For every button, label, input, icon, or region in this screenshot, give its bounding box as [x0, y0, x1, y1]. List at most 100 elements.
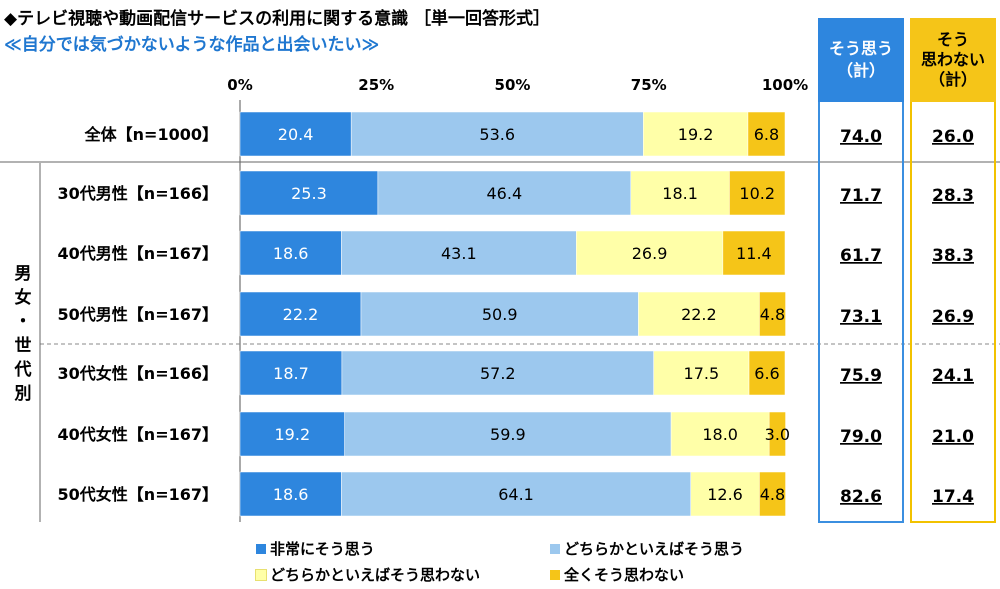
bar-segment [630, 170, 730, 216]
agree-total-value: 61.7 [840, 246, 882, 266]
agree-total-value: 79.0 [840, 427, 882, 447]
legend-label: 非常にそう思う [270, 540, 375, 558]
legend-label: どちらかといえばそう思わない [270, 566, 481, 584]
agree-total-header: そう思う （計） [818, 18, 904, 102]
x-tick-label: 0% [227, 76, 252, 94]
data-label: 43.1 [441, 244, 477, 263]
data-label: 59.9 [490, 425, 526, 444]
category-label: 30代男性【n=166】 [58, 184, 218, 203]
category-label: 40代女性【n=167】 [58, 425, 218, 444]
x-tick-label: 25% [358, 76, 394, 94]
bar-segment [341, 350, 654, 396]
agree-total-value: 71.7 [840, 186, 882, 206]
bar-segment [377, 170, 632, 216]
bar-segment [729, 170, 786, 216]
disagree-total-value: 21.0 [932, 427, 974, 447]
legend-swatch [550, 569, 560, 580]
bar-segment [239, 111, 352, 157]
agree-header-line-2: （計） [836, 61, 885, 80]
disagree-total-value: 24.1 [932, 366, 974, 386]
agree-total-value: 74.0 [840, 127, 882, 147]
bar-segment [344, 411, 672, 457]
group-label-char: ・ [14, 312, 32, 332]
legend-item-strongly-disagree: 全くそう思わない [550, 564, 684, 585]
data-label: 64.1 [498, 485, 534, 504]
x-tick-label: 75% [631, 76, 667, 94]
data-label: 22.2 [681, 305, 717, 324]
bar-segment [341, 230, 577, 276]
bar-segment [643, 111, 749, 157]
bar-segment [239, 170, 379, 216]
bar-segment [747, 111, 786, 157]
data-label: 50.9 [482, 305, 518, 324]
disagree-total-value: 17.4 [932, 487, 974, 507]
legend-label: どちらかといえばそう思う [564, 540, 745, 558]
group-label-char: 代 [14, 360, 32, 380]
data-label: 18.7 [273, 364, 309, 383]
legend-swatch [255, 568, 267, 581]
bar-segment [239, 411, 345, 457]
agree-total-value: 75.9 [840, 366, 882, 386]
data-label: 18.6 [273, 485, 309, 504]
legend-item-strongly-agree: 非常にそう思う [256, 538, 375, 559]
bar-segment [759, 291, 786, 337]
data-label: 18.1 [662, 184, 698, 203]
disagree-total-value: 26.9 [932, 307, 974, 327]
data-label: 12.6 [707, 485, 743, 504]
bar-segment [350, 111, 644, 157]
disagree-header-line-3: （計） [928, 70, 977, 89]
legend-swatch [550, 543, 560, 554]
data-label: 11.4 [736, 244, 772, 263]
data-label: 26.9 [632, 244, 668, 263]
data-label: 6.6 [754, 364, 779, 383]
category-label: 30代女性【n=166】 [58, 364, 218, 383]
chart-title: ◆テレビ視聴や動画配信サービスの利用に関する意識 ［単一回答形式］ [4, 9, 550, 29]
data-label: 25.3 [291, 184, 327, 203]
bar-segment [360, 291, 639, 337]
agree-header-line-1: そう思う [828, 39, 893, 58]
legend-item-somewhat-agree: どちらかといえばそう思う [550, 538, 744, 559]
data-label: 46.4 [487, 184, 523, 203]
disagree-total-value: 28.3 [932, 186, 974, 206]
bar-segment [576, 230, 724, 276]
agree-total-value: 82.6 [840, 487, 882, 507]
bar-segment [341, 471, 691, 517]
x-tick-label: 100% [762, 76, 808, 94]
bar-segment [239, 291, 362, 337]
chart-subtitle: ≪自分では気づかないような作品と出会いたい≫ [4, 35, 380, 55]
gender-age-group-label: 男 女 ・ 世 代 別 [10, 262, 36, 406]
legend-item-somewhat-disagree: どちらかといえばそう思わない [255, 564, 481, 585]
group-label-char: 世 [14, 336, 32, 356]
data-label: 20.4 [278, 125, 314, 144]
data-label: 19.2 [678, 125, 714, 144]
x-tick-label: 50% [495, 76, 531, 94]
bar-segment [748, 350, 786, 396]
disagree-total-value: 26.0 [932, 127, 974, 147]
bar-segment [239, 350, 343, 396]
group-label-char: 女 [14, 288, 32, 308]
legend-label: 全くそう思わない [564, 566, 685, 584]
category-label: 50代女性【n=167】 [58, 485, 218, 504]
category-label: 全体【n=1000】 [84, 125, 218, 144]
disagree-total-header: そう 思わない （計） [910, 18, 996, 102]
agree-total-value: 73.1 [840, 307, 882, 327]
legend-swatch [256, 543, 266, 554]
disagree-total-value: 38.3 [932, 246, 974, 266]
group-label-char: 男 [14, 264, 32, 284]
data-label: 3.0 [765, 425, 790, 444]
data-label: 57.2 [480, 364, 516, 383]
bar-segment [722, 230, 786, 276]
category-label: 40代男性【n=167】 [58, 244, 218, 263]
data-label: 19.2 [275, 425, 311, 444]
category-label: 50代男性【n=167】 [58, 305, 218, 324]
data-label: 18.0 [702, 425, 738, 444]
data-label: 17.5 [684, 364, 720, 383]
data-label: 6.8 [754, 125, 779, 144]
data-label: 10.2 [739, 184, 775, 203]
data-label: 53.6 [479, 125, 515, 144]
data-label: 4.8 [760, 485, 785, 504]
group-label-char: 別 [14, 384, 32, 404]
data-label: 4.8 [760, 305, 785, 324]
bar-segment [759, 471, 786, 517]
